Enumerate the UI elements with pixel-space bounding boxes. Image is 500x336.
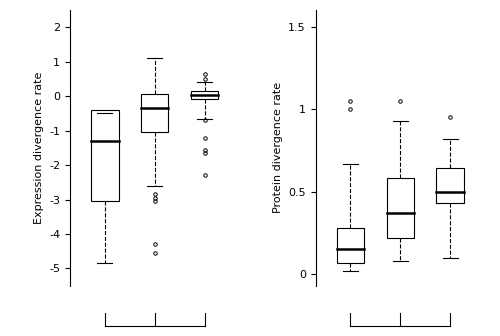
Bar (141, 94, 169, 132)
Y-axis label: Expression divergence rate: Expression divergence rate (34, 72, 43, 224)
Y-axis label: Protein divergence rate: Protein divergence rate (272, 82, 282, 213)
Bar (386, 178, 414, 238)
Bar (91, 110, 118, 201)
Bar (337, 228, 364, 262)
Bar (191, 91, 218, 99)
Bar (436, 168, 464, 203)
